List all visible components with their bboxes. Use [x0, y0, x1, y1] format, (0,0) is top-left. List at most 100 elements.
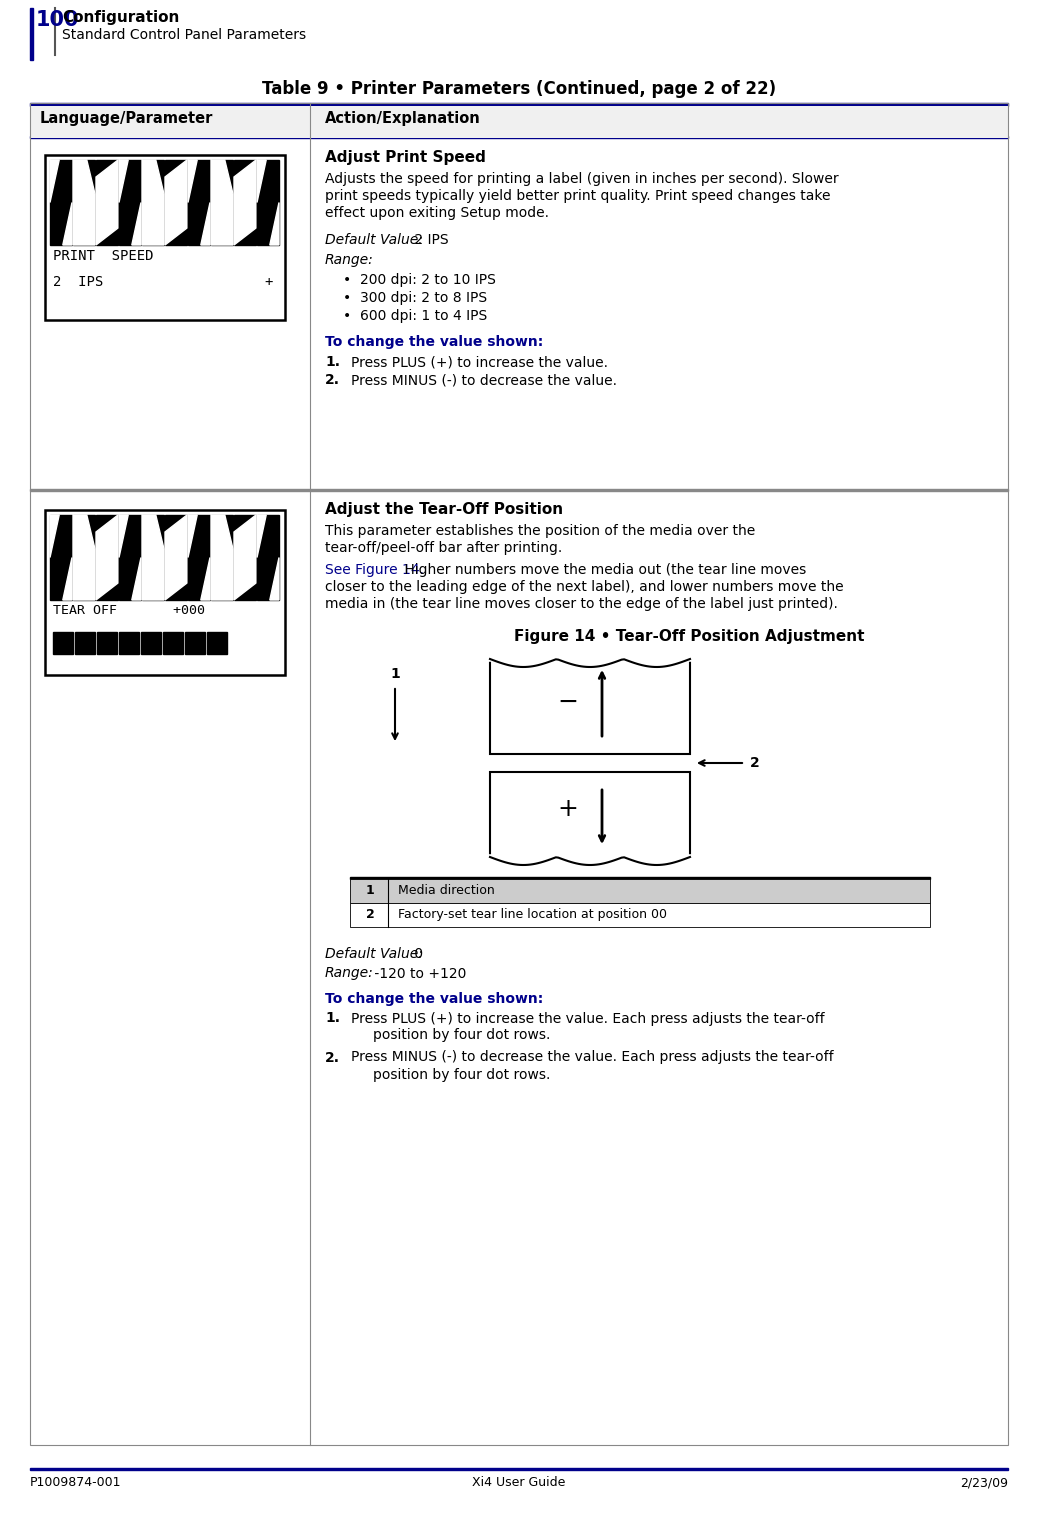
Text: Adjust the Tear-Off Position: Adjust the Tear-Off Position	[325, 502, 564, 517]
Polygon shape	[142, 160, 164, 245]
Bar	[141, 632, 161, 654]
Text: 2/23/09: 2/23/09	[960, 1477, 1008, 1489]
Text: Adjust Print Speed: Adjust Print Speed	[325, 150, 486, 165]
Bar	[30, 136, 1008, 138]
Polygon shape	[95, 514, 118, 601]
Text: •  600 dpi: 1 to 4 IPS: • 600 dpi: 1 to 4 IPS	[343, 309, 487, 322]
Text: position by four dot rows.: position by four dot rows.	[373, 1029, 550, 1042]
Polygon shape	[63, 557, 72, 601]
Text: Press PLUS (+) to increase the value. Each press adjusts the tear-off: Press PLUS (+) to increase the value. Ea…	[351, 1012, 824, 1026]
Text: Table 9 • Printer Parameters (Continued, page 2 of 22): Table 9 • Printer Parameters (Continued,…	[262, 80, 776, 98]
Polygon shape	[211, 160, 233, 245]
Polygon shape	[63, 203, 72, 245]
Bar	[490, 772, 690, 856]
Polygon shape	[234, 514, 256, 601]
Text: This parameter establishes the position of the media over the: This parameter establishes the position …	[325, 523, 756, 539]
Text: 0: 0	[410, 947, 424, 961]
Polygon shape	[142, 160, 164, 245]
Polygon shape	[234, 160, 256, 245]
Text: To change the value shown:: To change the value shown:	[325, 334, 543, 350]
Polygon shape	[132, 203, 141, 245]
Text: Action/Explanation: Action/Explanation	[325, 110, 481, 126]
Text: PRINT  SPEED: PRINT SPEED	[53, 250, 154, 263]
Polygon shape	[165, 514, 187, 601]
Bar	[30, 103, 1008, 106]
Bar	[163, 632, 183, 654]
Text: tear-off/peel-off bar after printing.: tear-off/peel-off bar after printing.	[325, 542, 563, 555]
Text: Press PLUS (+) to increase the value.: Press PLUS (+) to increase the value.	[351, 356, 608, 369]
Polygon shape	[132, 557, 141, 601]
Bar	[45, 154, 285, 321]
Text: To change the value shown:: To change the value shown:	[325, 991, 543, 1006]
Bar	[350, 902, 930, 926]
Polygon shape	[119, 160, 129, 203]
Polygon shape	[257, 160, 279, 245]
Text: Xi4 User Guide: Xi4 User Guide	[472, 1477, 566, 1489]
Text: Press MINUS (-) to decrease the value. Each press adjusts the tear-off: Press MINUS (-) to decrease the value. E…	[351, 1050, 834, 1065]
Bar	[97, 632, 117, 654]
Text: media in (the tear line moves closer to the edge of the label just printed).: media in (the tear line moves closer to …	[325, 598, 838, 611]
Polygon shape	[119, 514, 141, 601]
Polygon shape	[142, 514, 164, 601]
Polygon shape	[95, 160, 118, 245]
Text: Default Value:: Default Value:	[325, 947, 422, 961]
Text: TEAR OFF       +000: TEAR OFF +000	[53, 604, 204, 617]
Text: print speeds typically yield better print quality. Print speed changes take: print speeds typically yield better prin…	[325, 189, 830, 203]
Polygon shape	[211, 514, 233, 601]
Polygon shape	[50, 514, 59, 557]
Text: Range:: Range:	[325, 967, 374, 980]
Polygon shape	[188, 160, 197, 203]
Text: position by four dot rows.: position by four dot rows.	[373, 1068, 550, 1082]
Text: 2  IPS: 2 IPS	[53, 275, 103, 289]
Polygon shape	[188, 514, 197, 557]
Polygon shape	[50, 160, 72, 245]
Text: 1: 1	[365, 884, 375, 897]
Text: closer to the leading edge of the next label), and lower numbers move the: closer to the leading edge of the next l…	[325, 579, 844, 595]
Polygon shape	[50, 160, 59, 203]
Polygon shape	[73, 514, 95, 601]
Polygon shape	[188, 160, 210, 245]
Text: 2: 2	[365, 908, 375, 921]
Polygon shape	[95, 160, 118, 245]
Polygon shape	[165, 160, 187, 245]
Text: P1009874-001: P1009874-001	[30, 1477, 121, 1489]
Text: −: −	[557, 690, 578, 714]
Bar	[207, 632, 227, 654]
Bar	[30, 106, 1008, 138]
Polygon shape	[50, 514, 72, 601]
Text: -120 to +120: -120 to +120	[370, 967, 466, 980]
Bar	[119, 632, 139, 654]
Text: 1: 1	[390, 667, 400, 681]
Text: Adjusts the speed for printing a label (given in inches per second). Slower: Adjusts the speed for printing a label (…	[325, 172, 839, 186]
Text: Figure 14 • Tear-Off Position Adjustment: Figure 14 • Tear-Off Position Adjustment	[514, 629, 865, 645]
Text: Factory-set tear line location at position 00: Factory-set tear line location at positi…	[398, 908, 667, 921]
Text: 100: 100	[36, 11, 80, 30]
Bar	[30, 8, 33, 61]
Text: +: +	[557, 797, 578, 822]
Text: Higher numbers move the media out (the tear line moves: Higher numbers move the media out (the t…	[400, 563, 807, 576]
Text: See Figure 14.: See Figure 14.	[325, 563, 424, 576]
Polygon shape	[234, 160, 256, 245]
Polygon shape	[200, 557, 210, 601]
Polygon shape	[257, 514, 279, 601]
Polygon shape	[73, 160, 95, 245]
Bar	[30, 103, 1008, 1445]
Text: 1.: 1.	[325, 356, 340, 369]
Text: 2.: 2.	[325, 1050, 340, 1065]
Bar	[350, 879, 930, 902]
Text: •  200 dpi: 2 to 10 IPS: • 200 dpi: 2 to 10 IPS	[343, 272, 496, 287]
Polygon shape	[73, 160, 95, 245]
Polygon shape	[257, 160, 266, 203]
Polygon shape	[200, 203, 210, 245]
Text: effect upon exiting Setup mode.: effect upon exiting Setup mode.	[325, 206, 549, 219]
Polygon shape	[165, 160, 187, 245]
Text: Standard Control Panel Parameters: Standard Control Panel Parameters	[62, 29, 306, 42]
Polygon shape	[270, 203, 279, 245]
Polygon shape	[270, 557, 279, 601]
Bar	[53, 632, 73, 654]
Text: Press MINUS (-) to decrease the value.: Press MINUS (-) to decrease the value.	[351, 374, 617, 387]
Text: 1.: 1.	[325, 1012, 340, 1026]
Text: Default Value:: Default Value:	[325, 233, 422, 247]
Text: Range:: Range:	[325, 253, 374, 266]
Bar	[490, 660, 690, 753]
